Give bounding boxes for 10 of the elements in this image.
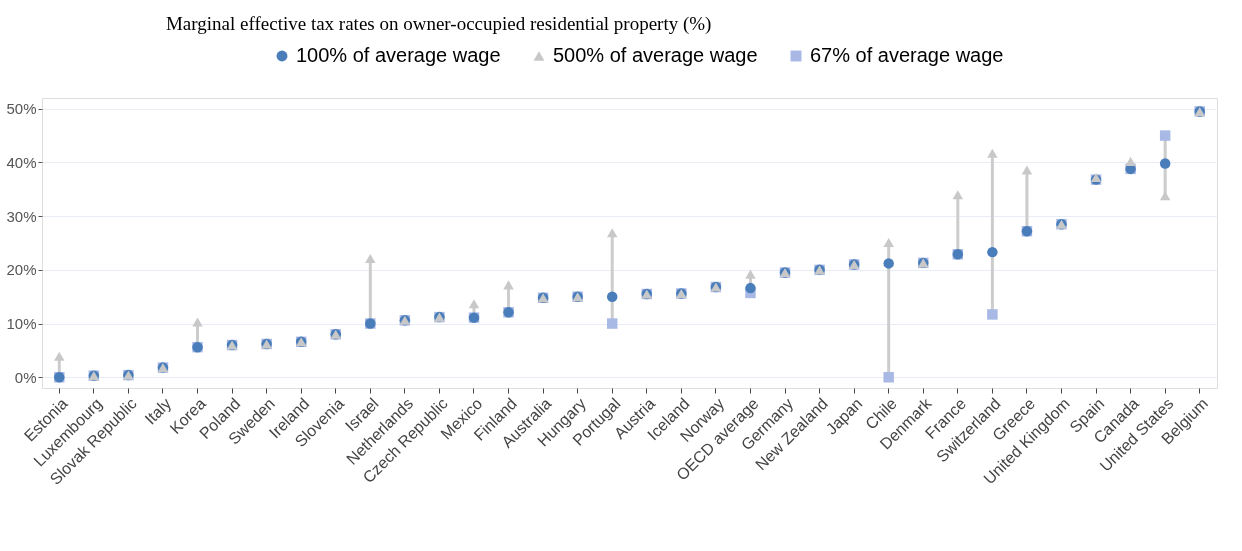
y-tick-label: 40% [6,153,37,171]
legend-label: 500% of average wage [553,44,758,66]
legend-label: 67% of average wage [810,44,1004,66]
y-tick-label: 20% [6,261,37,279]
y-tick-label: 10% [6,315,37,333]
chart-title: Marginal effective tax rates on owner-occupied residential property (%) [165,13,712,35]
legend-label: 100% of average wage [296,44,501,66]
y-tick-label: 30% [6,207,37,225]
y-tick-label: 50% [6,100,37,118]
y-tick-label: 0% [14,368,37,386]
